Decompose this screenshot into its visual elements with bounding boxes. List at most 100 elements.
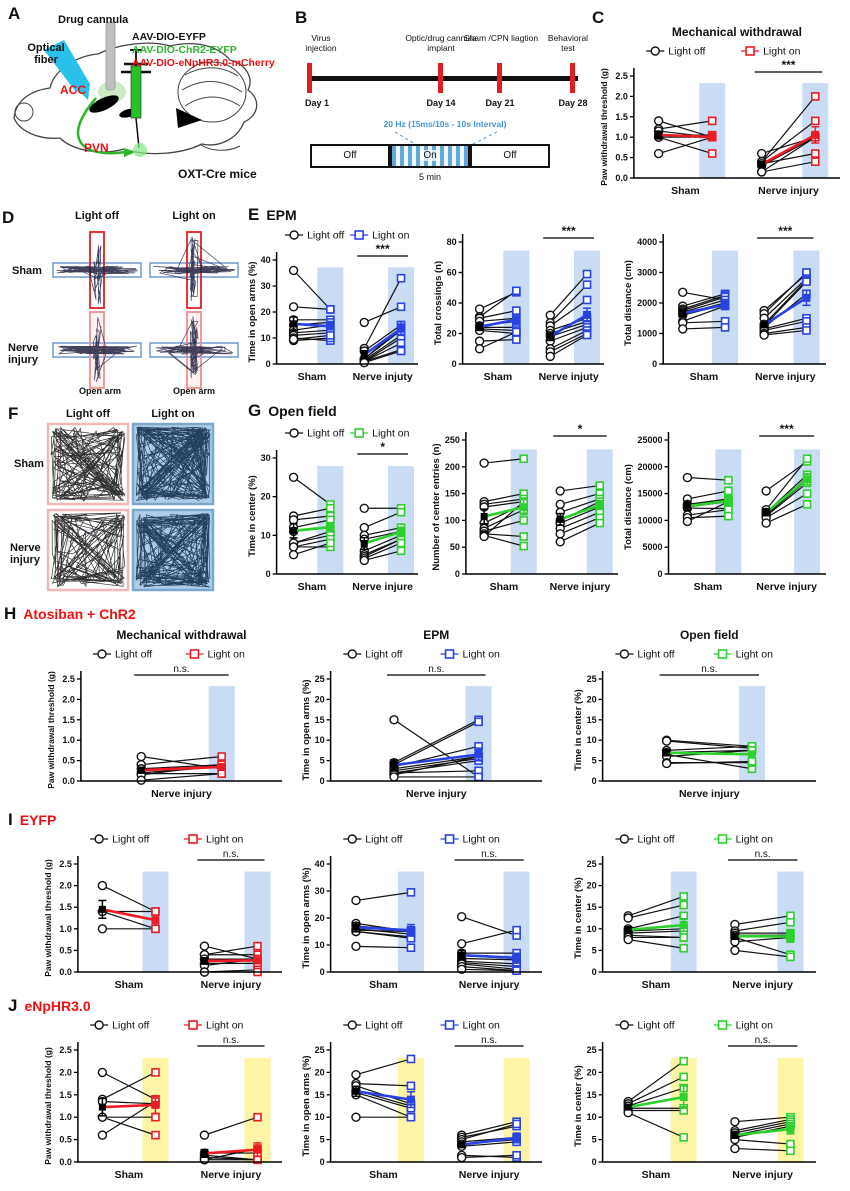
svg-text:Sham: Sham [484, 371, 513, 383]
svg-text:Nerve injury: Nerve injury [201, 1169, 262, 1181]
svg-text:0.5: 0.5 [59, 1135, 72, 1145]
panel-i-title: EYFP [19, 812, 57, 828]
chart-of-time-center: 0 10 20 30 Time in center (%) Sham Nerve injur… [246, 420, 426, 600]
d-open-arm-2: Open arm [172, 386, 215, 396]
panel-g-letter: G [248, 401, 262, 420]
svg-text:Light off: Light off [637, 1020, 674, 1032]
svg-text:Light off: Light off [307, 230, 344, 242]
day-label-1: Day 1 [304, 98, 330, 108]
svg-text:Light off: Light off [307, 428, 344, 440]
svg-text:Nerve injuty: Nerve injuty [353, 371, 413, 383]
svg-text:3000: 3000 [637, 268, 657, 278]
d-row-sham: Sham [12, 265, 42, 277]
panel-b-letter: B [295, 8, 308, 27]
panel-g-title: Open field [268, 403, 337, 419]
svg-text:Nerve injury: Nerve injury [151, 788, 212, 800]
svg-text:20: 20 [261, 307, 271, 317]
svg-text:0.5: 0.5 [615, 153, 628, 163]
chart-of-distance: 0 5000 10000 15000 20000 25000 Total distance … [622, 420, 834, 600]
svg-text:0.0: 0.0 [59, 1157, 72, 1167]
svg-text:Nerve injury: Nerve injury [732, 979, 793, 991]
svg-text:15: 15 [315, 1090, 325, 1100]
svg-text:15: 15 [587, 902, 597, 912]
label-aav-enphr: AAV-DIO-eNpHR3.0-mCherry [132, 57, 275, 69]
svg-text:Light on: Light on [463, 834, 501, 846]
svg-text:1.0: 1.0 [62, 735, 75, 745]
svg-text:20: 20 [587, 694, 597, 704]
svg-text:20: 20 [587, 881, 597, 891]
svg-text:2.5: 2.5 [59, 859, 72, 869]
svg-text:40: 40 [315, 859, 325, 869]
day-label-2: Day 14 [426, 98, 456, 108]
svg-text:0: 0 [320, 776, 325, 786]
label-aav-eyfp: AAV-DIO-EYFP [132, 31, 206, 43]
svg-text:Nerve injury: Nerve injury [755, 371, 816, 383]
panel-c-letter: C [592, 8, 605, 27]
svg-text:10: 10 [261, 333, 271, 343]
svg-text:0: 0 [266, 359, 271, 369]
event-label-1: Virus injection [305, 33, 337, 53]
svg-text:n.s.: n.s. [755, 1035, 771, 1046]
svg-text:EPM: EPM [423, 628, 449, 642]
svg-text:Nerve injury: Nerve injury [758, 185, 819, 197]
event-label-2: Optic/drug cannula implant [405, 33, 477, 53]
svg-text:Number of center entries (n): Number of center entries (n) [431, 443, 442, 570]
svg-text:Sham: Sham [115, 979, 144, 991]
chart-canvas-E3: 0 1000 2000 3000 4000 Total distance (cm) Sham… [623, 224, 826, 383]
stim-duration-label: 5 min [418, 172, 441, 182]
svg-text:30: 30 [261, 281, 271, 291]
svg-text:2000: 2000 [637, 298, 657, 308]
chart-mechanical-withdrawal: 0.0 0.5 1.0 1.5 2.0 2.5 Paw withdrawal thresho… [598, 22, 848, 204]
svg-text:Light off: Light off [365, 1020, 402, 1032]
svg-text:1.5: 1.5 [59, 1090, 72, 1100]
svg-text:0.5: 0.5 [62, 756, 75, 766]
timeline-tick-day28 [570, 63, 575, 93]
timeline-tick-day1 [307, 63, 312, 93]
chart-eyfp-epm: 0 10 20 30 40 Time in open arms (%) Sham Nerve … [300, 826, 550, 998]
svg-text:0: 0 [452, 359, 457, 369]
d-col-light-on: Light on [172, 210, 216, 222]
svg-text:1.5: 1.5 [59, 902, 72, 912]
svg-text:10: 10 [261, 530, 271, 540]
svg-text:Nerve injury: Nerve injury [679, 788, 740, 800]
svg-text:25000: 25000 [637, 435, 662, 445]
svg-text:Light on: Light on [736, 1020, 774, 1032]
svg-text:1.0: 1.0 [615, 132, 628, 142]
label-mouse-line: OXT-Cre mice [178, 167, 257, 181]
svg-text:15: 15 [315, 715, 325, 725]
panel-f-letter: F [8, 404, 19, 423]
svg-text:10: 10 [587, 1112, 597, 1122]
optical-fiber-icon [44, 40, 90, 92]
svg-text:Nerve injury: Nerve injury [550, 581, 611, 593]
d-row-nerve-injury: Nerve injury [8, 342, 39, 367]
svg-text:10000: 10000 [637, 515, 662, 525]
svg-text:Time in center (%): Time in center (%) [247, 475, 258, 557]
svg-text:Light off: Light off [365, 834, 402, 846]
svg-text:10: 10 [315, 1112, 325, 1122]
svg-text:2.5: 2.5 [615, 71, 628, 81]
svg-text:2.0: 2.0 [615, 91, 628, 101]
svg-text:2.0: 2.0 [62, 694, 75, 704]
svg-text:0: 0 [455, 569, 460, 579]
svg-text:15: 15 [587, 715, 597, 725]
svg-text:*: * [578, 422, 583, 436]
svg-text:Sham: Sham [690, 371, 719, 383]
svg-text:25: 25 [315, 1045, 325, 1055]
svg-text:5: 5 [592, 945, 597, 955]
panel-c-heading: C [592, 8, 604, 28]
svg-text:Light off: Light off [115, 649, 152, 661]
panel-e-title: EPM [266, 207, 297, 223]
protocol-on-box: On [390, 144, 470, 168]
svg-text:5: 5 [320, 1135, 325, 1145]
stim-dashed-lines [394, 131, 498, 145]
svg-text:200: 200 [445, 462, 460, 472]
svg-text:Total crossings (n): Total crossings (n) [433, 261, 444, 345]
svg-text:***: *** [376, 242, 390, 256]
svg-text:50: 50 [450, 542, 460, 552]
